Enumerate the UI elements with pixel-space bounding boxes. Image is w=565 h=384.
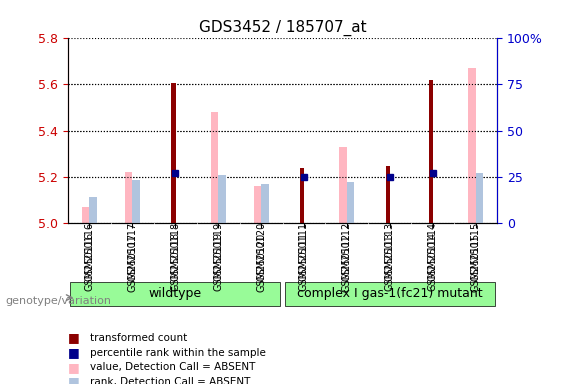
Text: ■: ■ — [68, 331, 80, 344]
Text: ■: ■ — [68, 346, 80, 359]
Text: GSM250111: GSM250111 — [299, 232, 309, 291]
Text: GSM250114: GSM250114 — [428, 222, 438, 281]
Text: GSM250120: GSM250120 — [256, 232, 266, 291]
Text: percentile rank within the sample: percentile rank within the sample — [90, 348, 266, 358]
FancyBboxPatch shape — [285, 282, 495, 306]
Text: GSM250118: GSM250118 — [170, 222, 180, 281]
FancyBboxPatch shape — [70, 282, 280, 306]
Text: GSM250112: GSM250112 — [342, 232, 352, 291]
Text: GSM250118: GSM250118 — [170, 232, 180, 291]
Text: GSM250116: GSM250116 — [84, 232, 94, 291]
Bar — [261, 184, 268, 223]
Text: GSM250113: GSM250113 — [385, 232, 395, 291]
Bar — [171, 83, 176, 223]
Text: GSM250113: GSM250113 — [385, 222, 395, 281]
Text: wildtype: wildtype — [149, 287, 202, 300]
Bar — [218, 175, 225, 223]
Text: GSM250112: GSM250112 — [342, 222, 352, 281]
Bar — [429, 80, 433, 223]
Bar — [82, 207, 89, 223]
Bar — [211, 112, 218, 223]
Text: ■: ■ — [68, 361, 80, 374]
Text: transformed count: transformed count — [90, 333, 188, 343]
Text: GSM250117: GSM250117 — [127, 232, 137, 291]
Text: GSM250119: GSM250119 — [213, 222, 223, 281]
Text: GSM250114: GSM250114 — [428, 232, 438, 291]
Bar — [125, 172, 132, 223]
Text: GSM250115: GSM250115 — [471, 232, 481, 291]
Text: GSM250111: GSM250111 — [299, 222, 309, 281]
Bar — [340, 147, 347, 223]
Bar — [254, 186, 261, 223]
Text: GSM250119: GSM250119 — [213, 232, 223, 291]
Text: complex I gas-1(fc21) mutant: complex I gas-1(fc21) mutant — [297, 287, 483, 300]
Text: GSM250120: GSM250120 — [256, 222, 266, 281]
Bar — [468, 68, 476, 223]
Bar — [476, 173, 483, 223]
Bar — [300, 168, 305, 223]
Text: GSM250117: GSM250117 — [127, 222, 137, 281]
Text: rank, Detection Call = ABSENT: rank, Detection Call = ABSENT — [90, 377, 251, 384]
Bar — [386, 166, 390, 223]
Bar — [132, 180, 140, 223]
Bar — [347, 182, 354, 223]
Title: GDS3452 / 185707_at: GDS3452 / 185707_at — [199, 20, 366, 36]
Bar — [89, 197, 97, 223]
Text: GSM250115: GSM250115 — [471, 222, 481, 281]
Text: value, Detection Call = ABSENT: value, Detection Call = ABSENT — [90, 362, 256, 372]
Text: genotype/variation: genotype/variation — [6, 296, 112, 306]
Text: ■: ■ — [68, 375, 80, 384]
Text: GSM250116: GSM250116 — [84, 222, 94, 281]
